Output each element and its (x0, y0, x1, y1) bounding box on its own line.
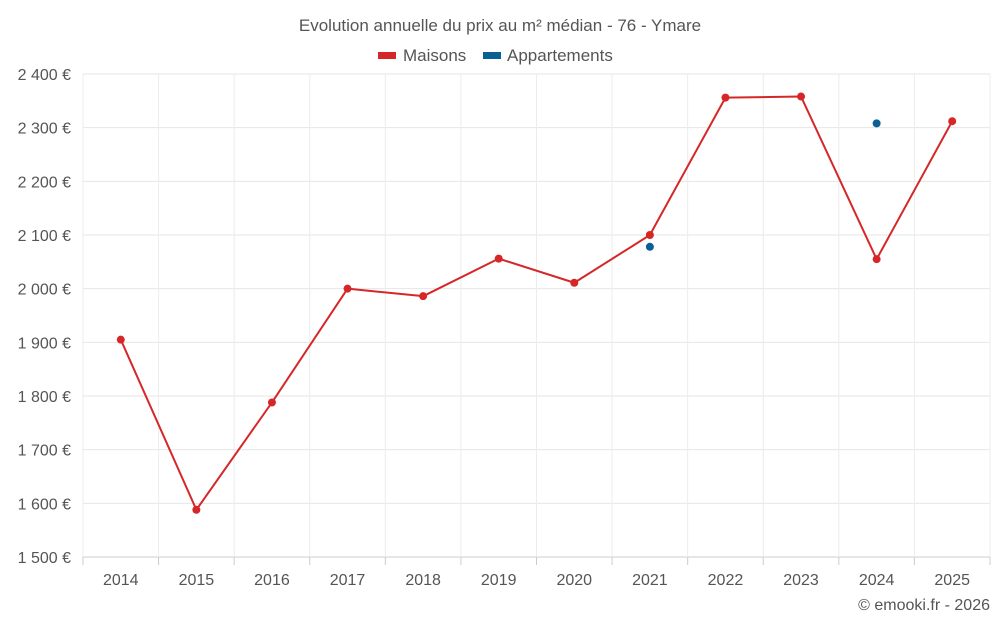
legend-label: Appartements (507, 46, 613, 65)
x-tick-label: 2015 (179, 572, 215, 589)
x-axis: 2014 2015 2016 2017 2018 2019 2020 2021 2022 2023… (82, 557, 991, 589)
grid (82, 73, 991, 558)
x-tick-label: 2021 (632, 572, 668, 589)
legend: Maisons Appartements (378, 46, 613, 65)
data-point-maisons (570, 278, 579, 287)
series-line-maisons (119, 95, 954, 511)
data-point-maisons (419, 292, 428, 301)
y-tick-label: 2 200 € (18, 174, 71, 191)
x-tick-label: 2016 (254, 572, 290, 589)
x-tick-label: 2023 (783, 572, 819, 589)
y-tick-label: 2 300 € (18, 121, 71, 138)
x-tick-label: 2017 (330, 572, 366, 589)
data-point-maisons (116, 335, 125, 344)
data-point-maisons (645, 231, 654, 239)
data-point-maisons (948, 117, 957, 126)
y-tick-label: 1 600 € (18, 496, 71, 513)
credit-text: © emooki.fr - 2026 (858, 597, 990, 614)
y-tick-label: 2 100 € (18, 228, 71, 245)
legend-swatch (378, 52, 396, 59)
y-tick-label: 2 000 € (18, 282, 71, 299)
data-point-maisons (267, 398, 276, 407)
data-point-maisons (872, 255, 881, 264)
y-tick-label: 1 700 € (18, 443, 71, 460)
x-tick-label: 2014 (103, 572, 139, 589)
legend-item-maisons: Maisons (378, 46, 466, 65)
x-tick-label: 2024 (859, 572, 895, 589)
x-tick-label: 2019 (481, 572, 517, 589)
data-point-maisons (797, 92, 806, 101)
legend-swatch (483, 52, 501, 59)
x-tick-label: 2020 (556, 572, 592, 589)
legend-label: Maisons (403, 46, 466, 65)
y-axis: 2 400 € 2 300 € 2 200 € 2 100 € 2 000 € 1 900… (18, 67, 71, 567)
series-layer (116, 92, 957, 514)
data-point-maisons (343, 284, 352, 293)
x-tick-label: 2022 (708, 572, 744, 589)
y-tick-label: 1 500 € (18, 550, 71, 567)
y-tick-label: 1 800 € (18, 389, 71, 406)
data-point-maisons (192, 505, 201, 514)
chart-title: Evolution annuelle du prix au m² médian … (299, 16, 701, 35)
y-tick-label: 1 900 € (18, 335, 71, 352)
legend-item-appartements: Appartements (483, 46, 613, 65)
y-tick-label: 2 400 € (18, 67, 71, 84)
x-tick-label: 2018 (405, 572, 441, 589)
data-point-maisons (721, 93, 730, 102)
data-point-appartements (872, 119, 881, 128)
data-point-appartements (645, 242, 654, 251)
data-point-maisons (494, 254, 503, 263)
x-tick-label: 2025 (934, 572, 970, 589)
